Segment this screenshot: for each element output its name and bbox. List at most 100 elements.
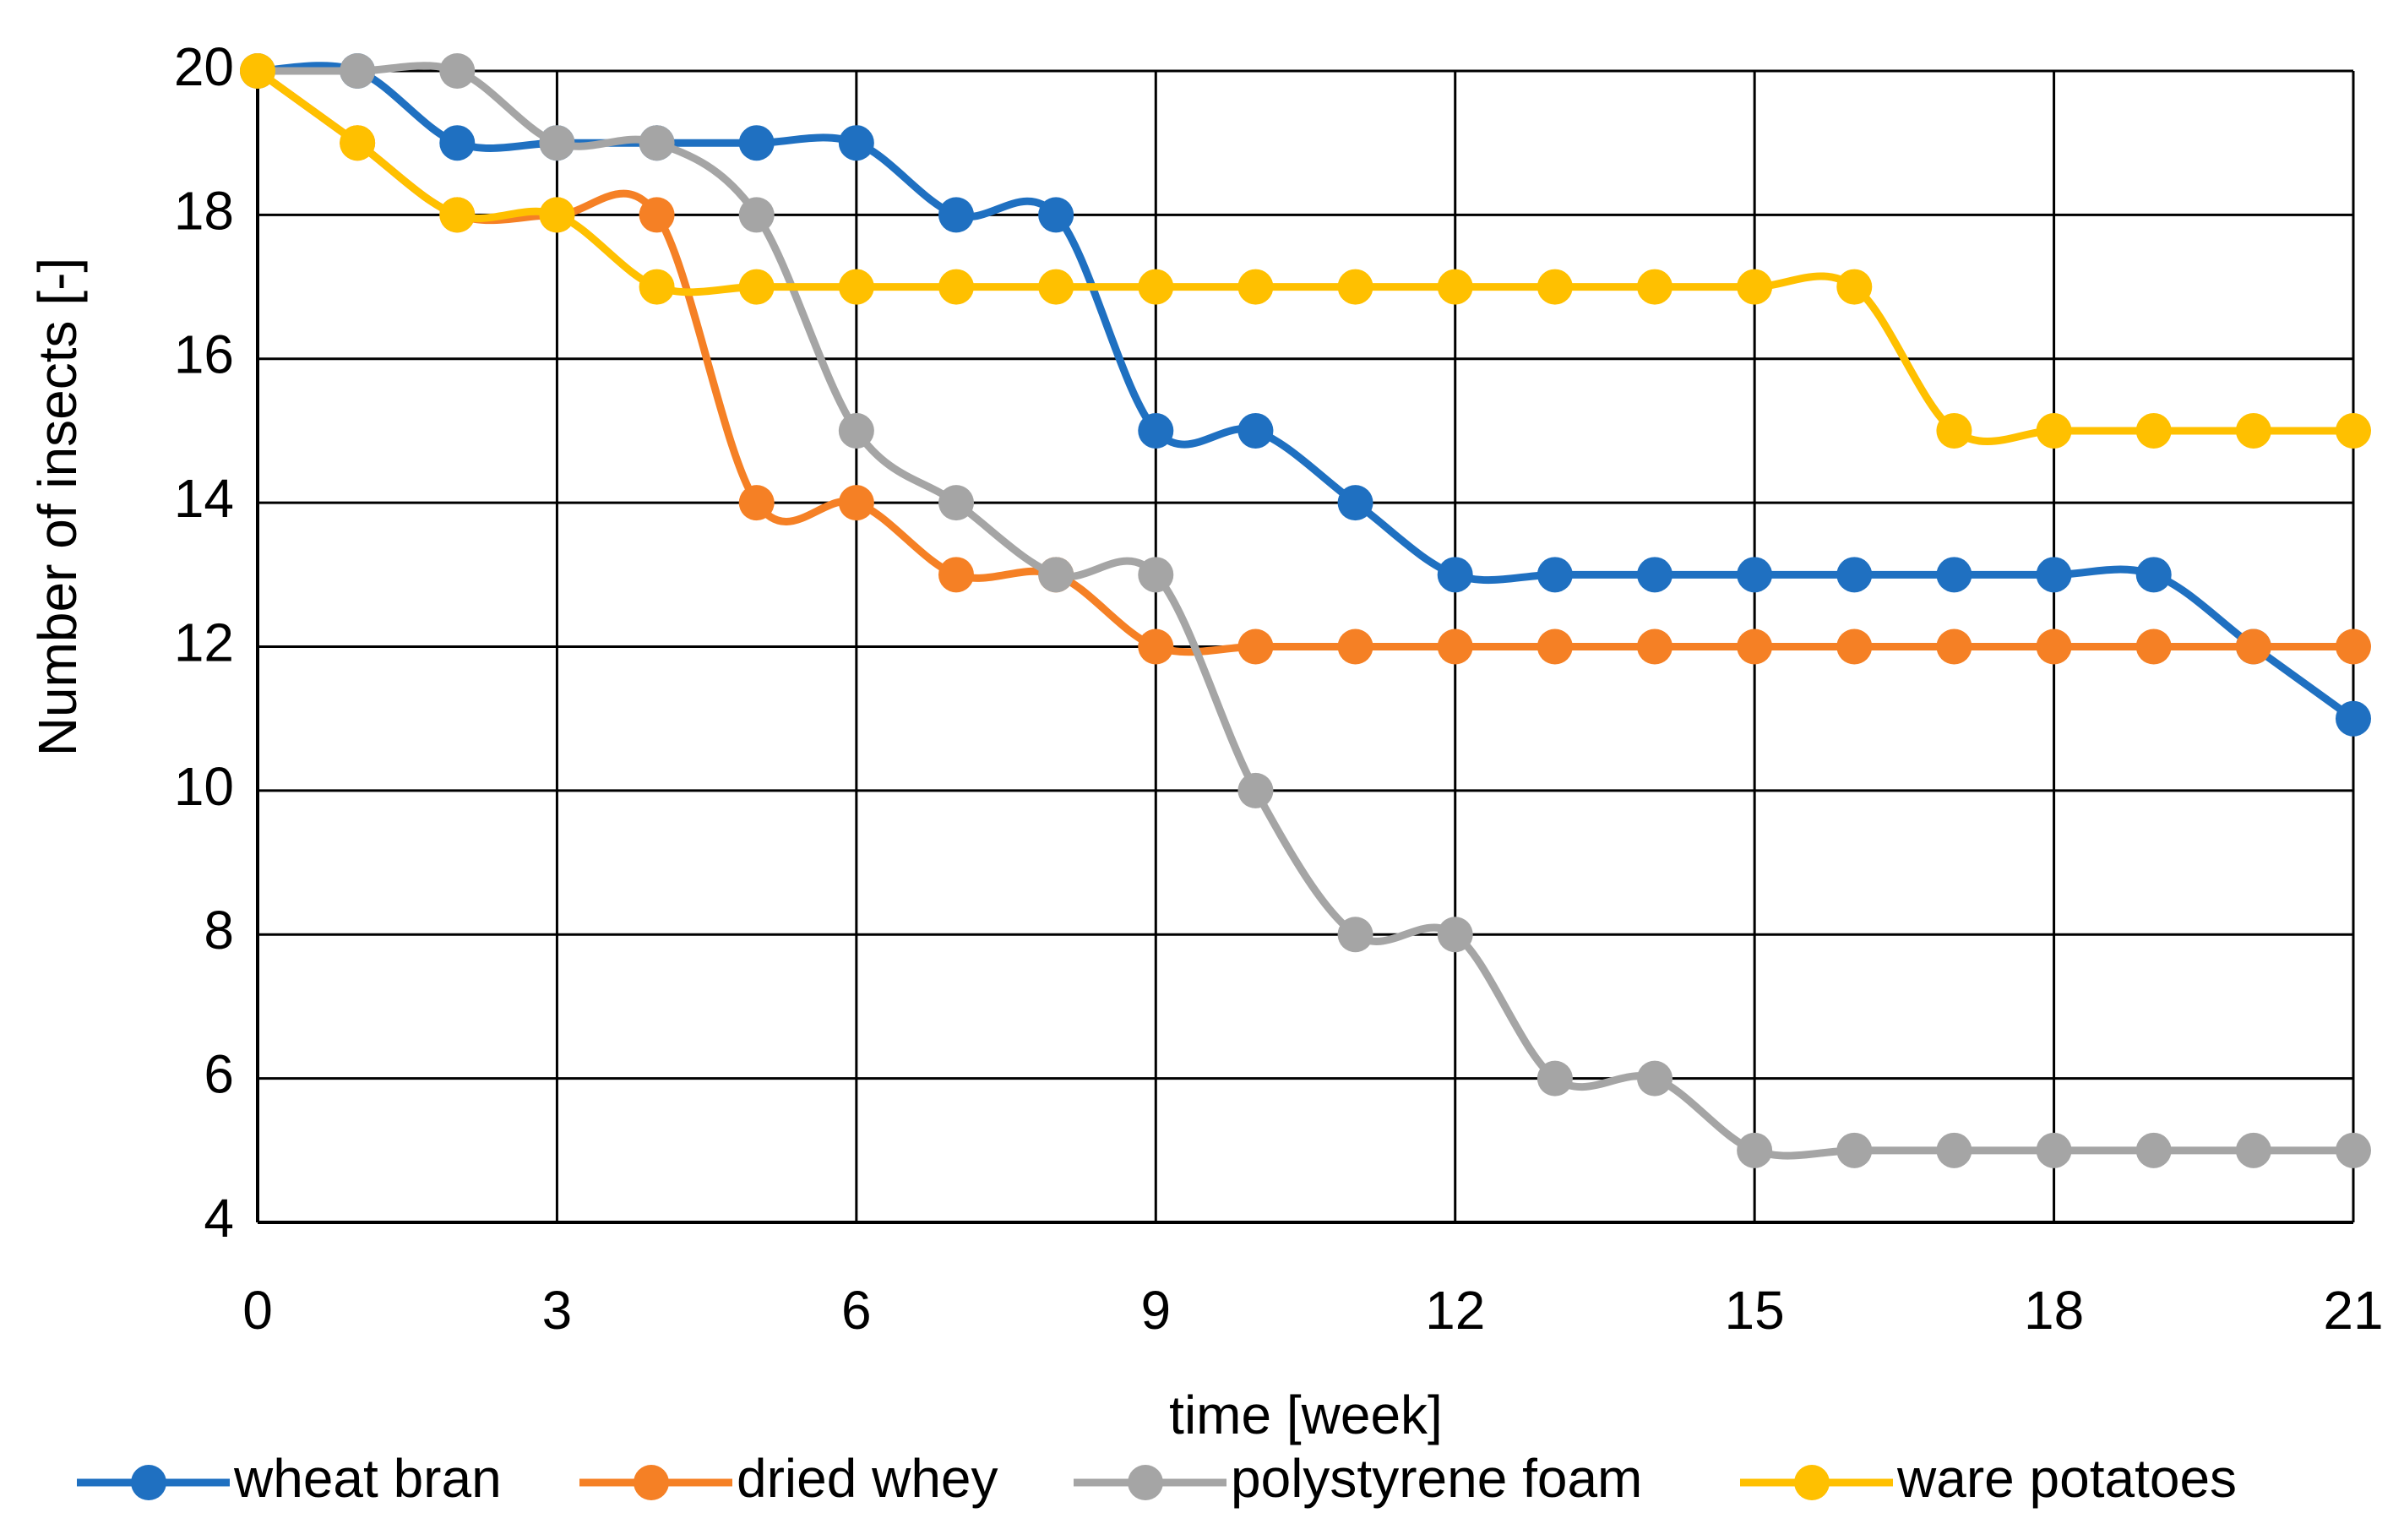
legend-label: wheat bran [233, 1448, 502, 1509]
x-tick-label: 18 [2024, 1280, 2084, 1341]
y-tick-label: 8 [204, 900, 234, 960]
data-point [240, 53, 275, 89]
data-point [2036, 629, 2072, 665]
data-point [738, 125, 775, 161]
x-tick-label: 15 [1725, 1280, 1785, 1341]
data-point [340, 125, 376, 161]
data-point [2135, 629, 2172, 665]
data-point [1437, 917, 1473, 953]
x-tick-label: 9 [1140, 1280, 1171, 1341]
y-tick-label: 10 [174, 756, 234, 817]
data-point [938, 269, 974, 305]
data-point [2036, 412, 2072, 449]
data-point [1437, 557, 1473, 593]
data-point [738, 485, 775, 521]
data-point [1138, 557, 1174, 593]
x-tick-label: 3 [542, 1280, 573, 1341]
data-point [2036, 557, 2072, 593]
x-tick-label: 6 [841, 1280, 872, 1341]
data-point [1138, 269, 1174, 305]
data-point [439, 197, 476, 233]
data-point [738, 197, 775, 233]
series-line [255, 68, 2353, 656]
series-line [258, 62, 2353, 1160]
data-point [639, 269, 675, 305]
data-point [1536, 1060, 1573, 1097]
data-point [1237, 629, 1274, 665]
data-point [1637, 629, 1672, 665]
data-point [1836, 557, 1873, 593]
data-point [1437, 629, 1473, 665]
x-tick-label: 21 [2323, 1280, 2383, 1341]
data-point [439, 53, 476, 89]
data-point [1237, 412, 1274, 449]
data-point [639, 125, 675, 161]
data-point [539, 125, 575, 161]
data-point [838, 125, 874, 161]
legend-label: dried whey [737, 1448, 998, 1509]
data-point [1536, 629, 1573, 665]
data-point [340, 53, 376, 89]
data-point [1038, 197, 1074, 233]
x-tick-label: 0 [242, 1280, 273, 1341]
data-point [2135, 1132, 2172, 1168]
data-point [2235, 1132, 2271, 1168]
legend-label: ware potatoes [1896, 1448, 2237, 1509]
data-point [1737, 629, 1773, 665]
data-point [2336, 629, 2371, 665]
data-point [1936, 557, 1972, 593]
data-point [1936, 412, 1972, 449]
legend-marker [1794, 1465, 1830, 1500]
data-point [439, 125, 476, 161]
data-point [2135, 412, 2172, 449]
data-point [2336, 700, 2371, 737]
data-point [838, 412, 874, 449]
y-tick-label: 14 [174, 468, 234, 529]
data-point [1836, 629, 1873, 665]
data-point [738, 269, 775, 305]
data-point [2336, 1132, 2371, 1168]
data-point [639, 197, 675, 233]
data-point [1737, 1132, 1773, 1168]
y-tick-label: 12 [174, 612, 234, 672]
data-point [938, 485, 974, 521]
data-point [1637, 557, 1672, 593]
y-tick-label: 6 [204, 1044, 234, 1105]
data-point [1138, 629, 1174, 665]
series-line [255, 68, 2353, 446]
data-point [938, 197, 974, 233]
data-point [838, 485, 874, 521]
data-point [1936, 629, 1972, 665]
data-point [1337, 917, 1373, 953]
y-tick-label: 18 [174, 180, 234, 241]
data-point [2036, 1132, 2072, 1168]
data-point [1437, 269, 1473, 305]
data-point [1637, 1060, 1672, 1097]
data-point [2135, 557, 2172, 593]
data-point [1237, 772, 1274, 808]
data-point [1337, 485, 1373, 521]
x-axis-title: time [week] [1169, 1385, 1443, 1445]
data-point [1337, 629, 1373, 665]
data-point [1337, 269, 1373, 305]
data-point [1038, 269, 1074, 305]
legend-label: polystyrene foam [1231, 1448, 1642, 1509]
data-point [838, 269, 874, 305]
data-point [1836, 1132, 1873, 1168]
legend-marker [131, 1465, 166, 1500]
data-point [2336, 412, 2371, 449]
data-point [1237, 269, 1274, 305]
legend-marker [634, 1465, 669, 1500]
data-point [938, 557, 974, 593]
data-point [1737, 269, 1773, 305]
x-tick-label: 12 [1425, 1280, 1485, 1341]
legend-marker [1128, 1465, 1163, 1500]
data-point [1138, 412, 1174, 449]
data-point [1038, 557, 1074, 593]
data-point [2235, 412, 2271, 449]
y-tick-label: 20 [174, 36, 234, 97]
data-point [539, 197, 575, 233]
data-point [1536, 557, 1573, 593]
series-line [257, 62, 2356, 722]
